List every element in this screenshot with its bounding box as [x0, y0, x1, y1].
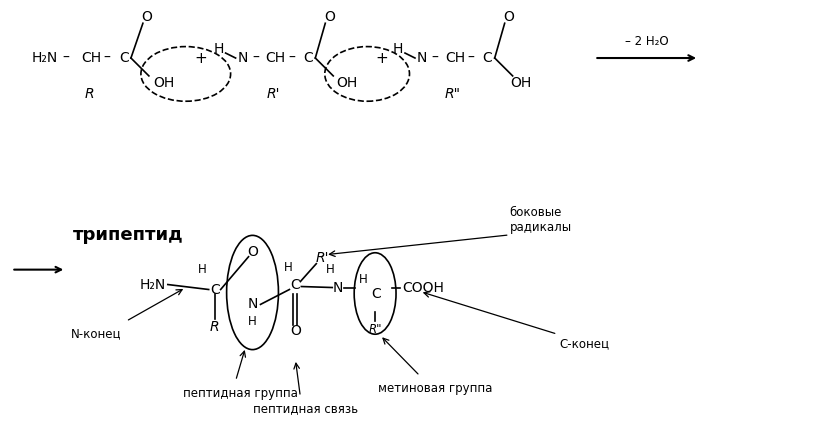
Text: OH: OH	[510, 76, 532, 90]
Text: C: C	[291, 277, 300, 291]
Text: –: –	[467, 51, 475, 65]
Text: H: H	[393, 42, 403, 56]
Text: O: O	[247, 245, 258, 259]
Text: R": R"	[369, 323, 382, 336]
Text: –: –	[63, 51, 70, 65]
Text: пептидная связь: пептидная связь	[253, 402, 358, 415]
Text: –: –	[252, 51, 259, 65]
Text: C: C	[371, 288, 381, 301]
Text: H: H	[213, 42, 224, 56]
Text: C: C	[483, 51, 492, 65]
Text: OH: OH	[336, 76, 358, 90]
Text: – 2 H₂O: – 2 H₂O	[625, 35, 669, 48]
Text: O: O	[503, 10, 514, 24]
Text: CH: CH	[81, 51, 101, 65]
Text: H: H	[326, 263, 335, 276]
Text: N: N	[417, 51, 427, 65]
Text: O: O	[324, 10, 335, 24]
Text: N: N	[238, 51, 248, 65]
Text: R': R'	[316, 251, 329, 265]
Text: R': R'	[267, 87, 280, 101]
Text: C: C	[119, 51, 129, 65]
Text: +: +	[376, 51, 388, 65]
Text: R: R	[210, 320, 220, 334]
Text: R": R"	[444, 87, 461, 101]
Text: C: C	[210, 282, 220, 297]
Text: H₂N: H₂N	[31, 51, 58, 65]
Text: H: H	[199, 263, 207, 276]
Text: CH: CH	[445, 51, 465, 65]
Text: H: H	[284, 261, 293, 274]
Text: –: –	[288, 51, 295, 65]
Text: –: –	[103, 51, 111, 65]
Text: OH: OH	[153, 76, 174, 90]
Text: трипептид: трипептид	[73, 226, 184, 244]
Text: R: R	[85, 87, 94, 101]
Text: CH: CH	[265, 51, 286, 65]
Text: N: N	[333, 280, 344, 294]
Text: H: H	[248, 315, 257, 328]
Text: пептидная группа: пептидная группа	[183, 387, 298, 400]
Text: боковые
радикалы: боковые радикалы	[510, 206, 571, 234]
Text: H: H	[359, 273, 368, 286]
Text: N: N	[247, 297, 258, 312]
Text: –: –	[431, 51, 439, 65]
Text: C: C	[304, 51, 313, 65]
Text: H₂N: H₂N	[139, 277, 166, 291]
Text: +: +	[195, 51, 207, 65]
Text: O: O	[142, 10, 152, 24]
Text: С-конец: С-конец	[559, 338, 610, 351]
Text: метиновая группа: метиновая группа	[378, 382, 492, 395]
Text: O: O	[290, 324, 301, 338]
Text: COOH: COOH	[402, 280, 444, 294]
Text: N-конец: N-конец	[71, 328, 121, 341]
